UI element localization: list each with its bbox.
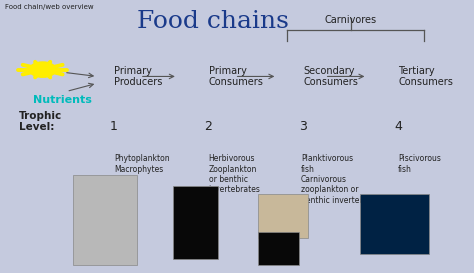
Text: Food chain/web overview: Food chain/web overview (5, 4, 93, 10)
Circle shape (29, 62, 56, 77)
Text: Tertiary
Consumers: Tertiary Consumers (398, 66, 453, 87)
Text: 1: 1 (110, 120, 118, 133)
FancyBboxPatch shape (360, 194, 429, 254)
FancyBboxPatch shape (258, 194, 308, 238)
Text: Phytoplankton
Macrophytes: Phytoplankton Macrophytes (114, 154, 169, 174)
Text: Secondary
Consumers: Secondary Consumers (303, 66, 358, 87)
Text: 3: 3 (300, 120, 307, 133)
FancyBboxPatch shape (258, 232, 299, 265)
FancyBboxPatch shape (173, 186, 218, 259)
Text: Trophic
Level:: Trophic Level: (19, 111, 62, 132)
FancyBboxPatch shape (73, 175, 137, 265)
Text: Nutrients: Nutrients (33, 95, 92, 105)
Text: Carnivores: Carnivores (325, 15, 377, 25)
Text: Piscivorous
fish: Piscivorous fish (398, 154, 441, 174)
Text: 2: 2 (205, 120, 212, 133)
Text: Herbivorous
Zooplankton
or benthic
invertebrates: Herbivorous Zooplankton or benthic inver… (209, 154, 260, 194)
Text: Food chains: Food chains (137, 10, 289, 32)
Text: 4: 4 (394, 120, 402, 133)
Text: Primary
Consumers: Primary Consumers (209, 66, 264, 87)
Text: Primary
Producers: Primary Producers (114, 66, 162, 87)
Text: Planktivorous
fish
Carnivorous
zooplankton or
benthic invertebrates: Planktivorous fish Carnivorous zooplankt… (301, 154, 384, 205)
